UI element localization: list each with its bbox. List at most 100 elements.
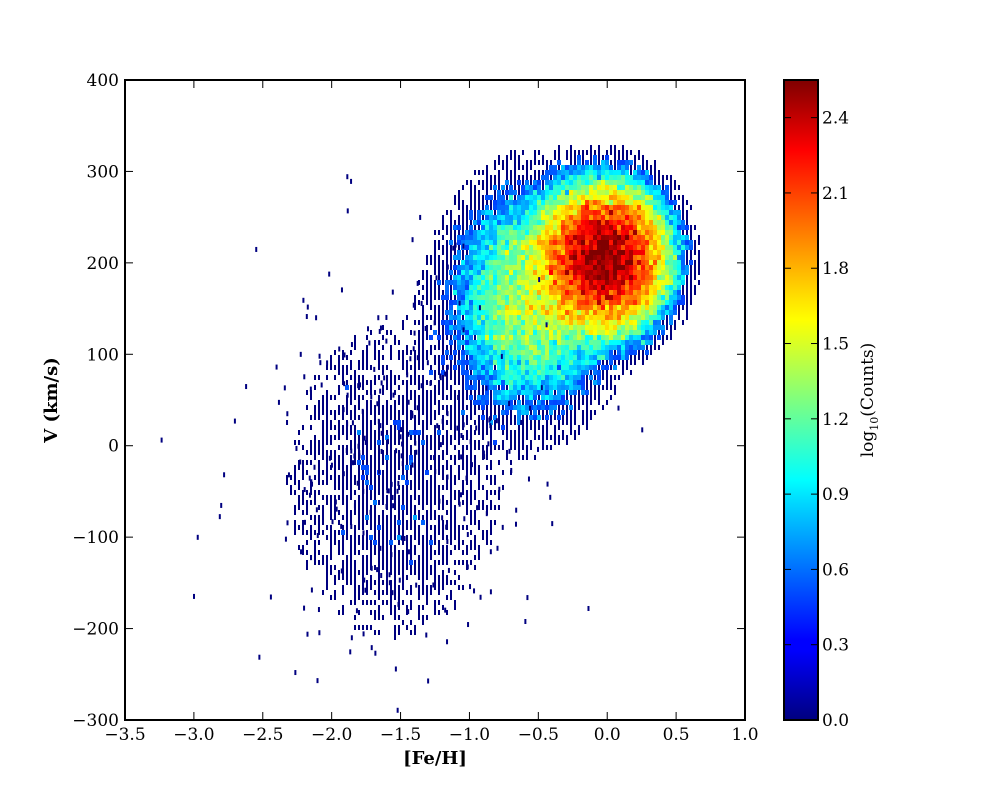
heatmap-cell [549,290,553,295]
heatmap-cell [414,355,416,360]
heatmap-cell [549,390,553,395]
heatmap-cell [557,340,561,345]
heatmap-cell [449,320,453,325]
heatmap-cell [698,270,700,275]
heatmap-cell [513,215,517,220]
heatmap-cell [402,550,404,555]
heatmap-cell [362,355,364,360]
heatmap-cell [489,305,493,310]
heatmap-cell [606,385,608,390]
heatmap-cell [621,170,625,175]
heatmap-cell [545,335,549,340]
heatmap-cell [346,425,348,430]
heatmap-cell [418,375,420,380]
heatmap-cell [573,385,577,390]
heatmap-cell [545,190,549,195]
heatmap-cell [565,370,569,375]
heatmap-cell [609,340,613,345]
heatmap-cell [653,260,657,265]
heatmap-cell [561,345,565,350]
heatmap-cell [493,330,497,335]
heatmap-cell [406,575,408,580]
heatmap-cell [418,470,420,475]
heatmap-cell [437,430,441,435]
heatmap-cell [661,250,665,255]
heatmap-cell [558,435,560,440]
heatmap-cell [430,565,432,570]
heatmap-cell [446,465,448,470]
heatmap-cell [501,225,505,230]
heatmap-cell [565,385,569,390]
heatmap-cell [589,185,593,190]
heatmap-cell [477,250,481,255]
x-tick-label: −1.0 [449,725,490,745]
heatmap-cell [394,475,396,480]
heatmap-cell [316,678,319,684]
heatmap-cell [577,385,581,390]
heatmap-cell [674,325,676,330]
heatmap-cell [462,560,464,565]
heatmap-cell [569,330,573,335]
heatmap-cell [581,245,585,250]
heatmap-cell [374,375,376,380]
heatmap-cell [525,250,529,255]
heatmap-cell [362,570,364,575]
heatmap-cell [438,525,440,530]
heatmap-cell [537,315,541,320]
heatmap-cell [474,440,476,445]
heatmap-cell [525,245,529,250]
heatmap-cell [473,305,477,310]
heatmap-cell [690,280,692,285]
heatmap-cell [354,410,356,415]
heatmap-cell [378,475,380,480]
heatmap-cell [593,280,597,285]
heatmap-cell [509,370,513,375]
heatmap-cell [485,310,489,315]
heatmap-cell [382,480,384,485]
heatmap-cell [370,575,372,580]
heatmap-cell [354,385,356,390]
heatmap-cell [414,475,416,480]
heatmap-cell [549,310,553,315]
heatmap-cell [549,400,553,405]
heatmap-cell [521,300,525,305]
heatmap-cell [450,335,452,340]
heatmap-cell [550,420,552,425]
heatmap-cell [442,575,444,580]
heatmap-cell [326,400,328,405]
heatmap-cell [601,175,605,180]
heatmap-cell [422,380,424,385]
heatmap-cell [669,285,673,290]
heatmap-cell [653,250,657,255]
heatmap-cell [613,225,617,230]
heatmap-cell [509,275,513,280]
heatmap-cell [561,250,565,255]
heatmap-cell [669,245,673,250]
heatmap-cell [534,420,536,425]
heatmap-cell [538,410,540,415]
heatmap-cell [363,435,366,441]
heatmap-cell [653,270,657,275]
heatmap-cell [561,385,565,390]
heatmap-cell [470,180,472,185]
heatmap-cell [629,265,633,270]
heatmap-cell [481,320,485,325]
heatmap-cell [457,270,461,275]
heatmap-cell [501,395,505,400]
heatmap-cell [529,365,533,370]
heatmap-cell [485,390,489,395]
heatmap-cell [617,335,621,340]
heatmap-cell [310,535,312,540]
heatmap-cell [426,270,428,275]
heatmap-cell [462,250,464,255]
heatmap-cell [510,460,512,465]
heatmap-cell [586,410,588,415]
heatmap-cell [597,210,601,215]
heatmap-cell [557,395,561,400]
heatmap-cell [569,225,573,230]
heatmap-cell [434,430,436,435]
heatmap-cell [501,345,505,350]
heatmap-cell [450,225,452,230]
heatmap-cell [462,445,464,450]
heatmap-cell [316,533,319,539]
